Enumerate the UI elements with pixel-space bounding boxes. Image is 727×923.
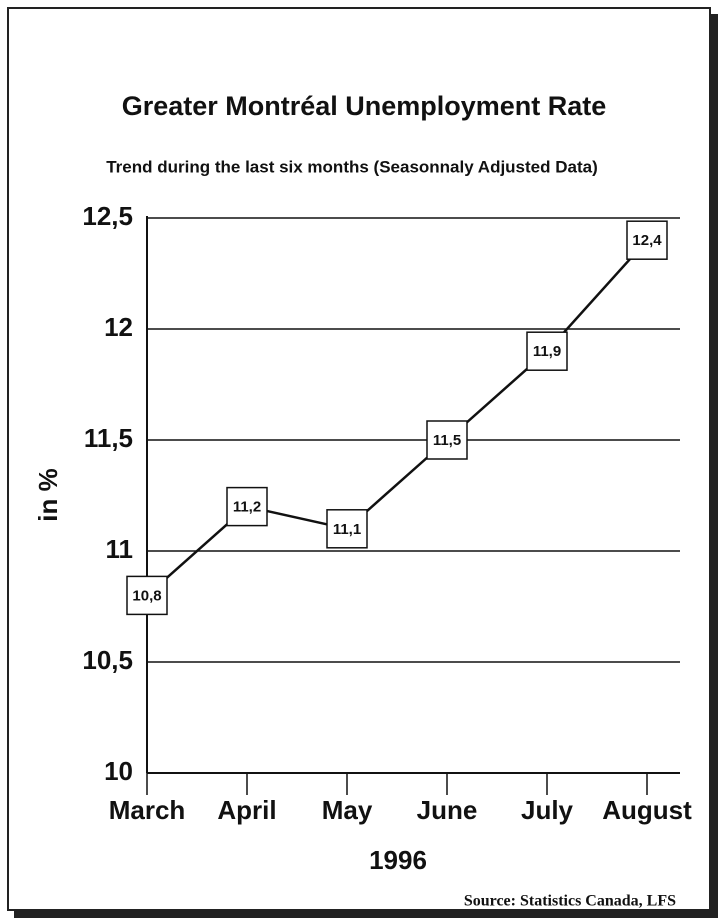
y-tick-label: 12	[104, 312, 133, 342]
x-tick-label: April	[217, 795, 276, 825]
data-label: 11,5	[433, 432, 461, 449]
data-label: 10,8	[132, 587, 161, 604]
x-axis-label: 1996	[369, 845, 427, 875]
x-tick-label: August	[602, 795, 692, 825]
frame	[7, 7, 711, 911]
data-label: 11,9	[533, 343, 561, 360]
x-tick-label: July	[521, 795, 574, 825]
y-tick-label: 10,5	[82, 645, 133, 675]
data-label-box	[426, 420, 468, 460]
y-tick-label: 12,5	[82, 201, 133, 231]
data-label-box	[326, 509, 368, 549]
data-label: 11,1	[333, 521, 361, 538]
x-tick-label: May	[322, 795, 373, 825]
y-tick-label: 11,5	[84, 423, 133, 453]
data-label: 11,2	[233, 499, 261, 516]
source-note: Source: Statistics Canada, LFS	[464, 893, 676, 910]
chart-title: Greater Montréal Unemployment Rate	[122, 91, 607, 121]
x-tick-label: March	[109, 795, 186, 825]
data-label-box	[226, 486, 268, 527]
data-label-box	[526, 331, 568, 371]
y-tick-label: 11	[106, 534, 134, 564]
data-label-box	[126, 575, 168, 616]
y-axis-label: in %	[33, 468, 63, 521]
data-label-box	[626, 220, 668, 260]
data-label: 12,4	[632, 232, 662, 249]
chart-subtitle: Trend during the last six months (Season…	[106, 157, 598, 176]
x-tick-label: June	[417, 795, 478, 825]
y-tick-label: 10	[104, 756, 133, 786]
